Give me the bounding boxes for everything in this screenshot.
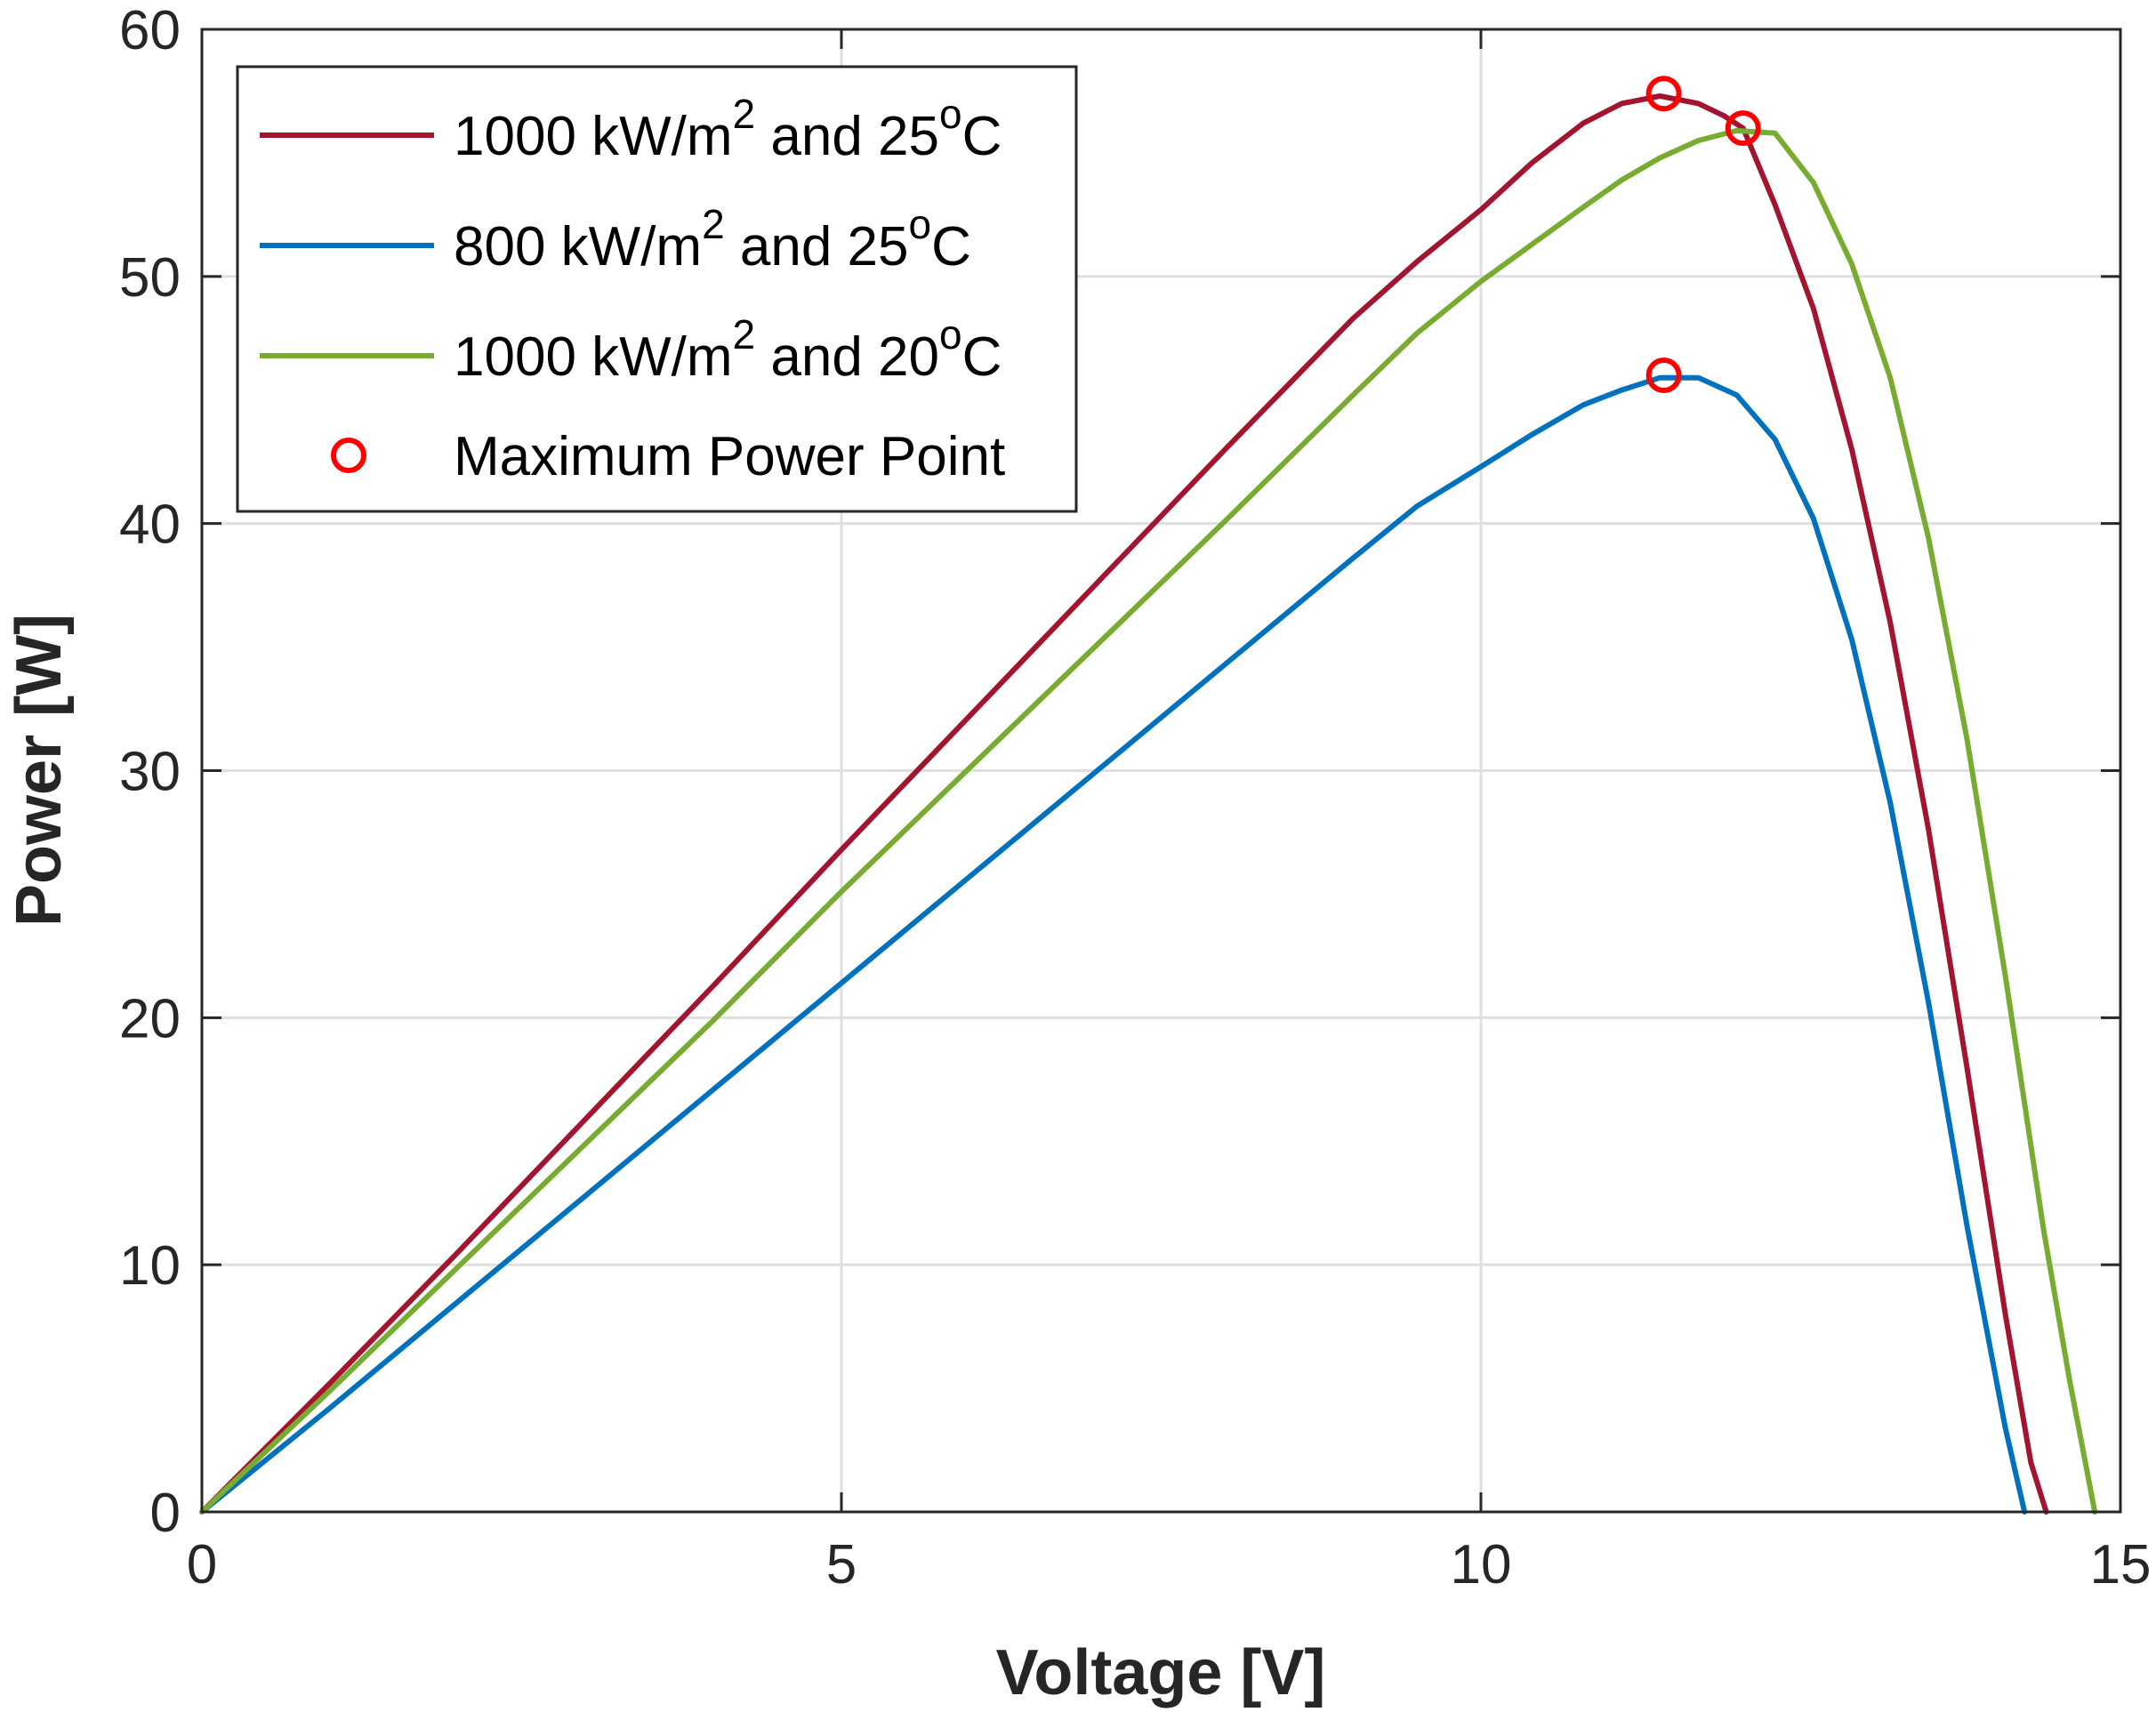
y-tick-label: 40 [119, 494, 181, 556]
max-power-point-marker-1 [1725, 110, 1761, 147]
tick-marks [200, 28, 2122, 1514]
max-power-point-markers [1645, 76, 1761, 393]
series-line-1 [199, 374, 2028, 1515]
y-tick-label: 20 [119, 988, 181, 1049]
series-layer [199, 93, 2098, 1515]
x-tick-label: 15 [2090, 1534, 2152, 1595]
legend-marker-max-power-point [331, 438, 366, 473]
max-power-point-marker-0 [1645, 76, 1682, 112]
x-tick-label: 0 [187, 1534, 217, 1595]
y-tick-label: 30 [119, 742, 181, 803]
legend-label-max-power-point: Maximum Power Point [454, 426, 1005, 487]
y-tick-label: 0 [150, 1483, 181, 1544]
series-line-0 [199, 93, 2049, 1515]
x-tick-label: 10 [1451, 1534, 1512, 1595]
legend-label-1000-25: 1000 kW/m2 and 25oC [454, 91, 1002, 167]
x-tick-label: 5 [826, 1534, 857, 1595]
series-line-2 [199, 127, 2098, 1515]
y-tick-label: 10 [119, 1235, 181, 1297]
y-tick-label: 60 [119, 0, 181, 61]
tick-labels: 0 5 10 15 0 10 20 30 40 50 60 [119, 0, 2151, 1595]
y-tick-label: 50 [119, 247, 181, 309]
max-power-point-marker-2 [1645, 357, 1682, 393]
legend-label-800-25: 800 kW/m2 and 25oC [454, 201, 971, 277]
y-axis-title: Power [W] [4, 614, 75, 927]
x-axis-title: Voltage [V] [996, 1637, 1326, 1708]
legend: 1000 kW/m2 and 25oC 800 kW/m2 and 25oC 1… [236, 65, 1078, 513]
legend-label-1000-20: 1000 kW/m2 and 20oC [454, 311, 1002, 388]
legend-box [236, 65, 1078, 513]
